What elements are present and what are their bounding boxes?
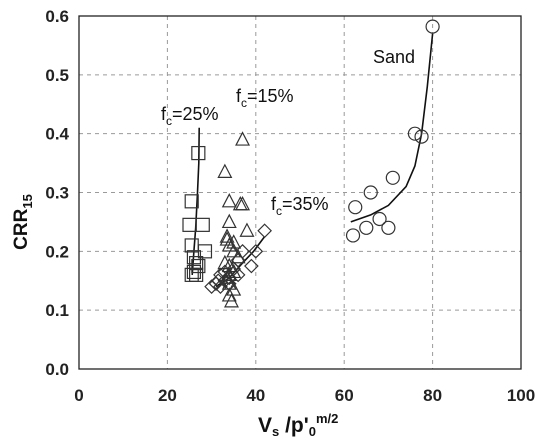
y-axis-label: CRR15 <box>11 194 35 250</box>
triangle-marker <box>221 193 237 208</box>
diamond-marker <box>230 267 246 283</box>
square-marker <box>184 194 199 209</box>
diamond-marker <box>217 273 233 289</box>
circle-marker <box>372 211 387 227</box>
triangle-marker <box>235 195 251 211</box>
circle-marker <box>414 129 429 144</box>
triangle-marker <box>219 228 235 243</box>
triangle-marker <box>221 213 237 229</box>
y-tick-label: 0.4 <box>45 125 69 144</box>
square-marker <box>184 267 199 282</box>
triangle-marker <box>217 163 233 179</box>
diamond-marker <box>217 264 233 280</box>
circle-marker <box>363 185 378 200</box>
diamond-marker <box>210 273 226 289</box>
y-tick-label: 0.0 <box>45 360 69 379</box>
y-tick-label: 0.5 <box>45 66 69 85</box>
triangle-marker <box>226 234 242 249</box>
x-tick-label: 80 <box>423 386 442 405</box>
triangle-marker <box>239 222 255 237</box>
label-sand: Sand <box>373 47 415 67</box>
fit-curves <box>191 33 434 288</box>
y-tick-label: 0.2 <box>45 242 69 261</box>
square-marker <box>197 244 213 259</box>
triangle-marker <box>221 237 237 252</box>
square-marker <box>182 217 197 232</box>
y-tick-label: 0.3 <box>45 184 69 203</box>
square-marker <box>186 264 202 280</box>
diamond-marker <box>213 267 228 283</box>
diamond-marker <box>244 258 259 274</box>
plot-area-frame <box>78 15 522 370</box>
circle-marker <box>348 200 363 215</box>
fit-curve <box>191 127 200 275</box>
x-tick-label: 40 <box>246 386 265 405</box>
diamond-marker <box>257 223 272 239</box>
x-axis-label: Vs /p'0m/2 <box>258 411 338 439</box>
square-marker <box>191 145 206 161</box>
triangle-marker <box>224 293 239 308</box>
triangle-marker <box>235 131 251 146</box>
diamond-marker <box>235 243 250 259</box>
square-marker <box>189 256 204 271</box>
triangle-marker <box>232 195 248 211</box>
triangle-marker <box>219 231 235 246</box>
label-fc-25: fc=25% <box>161 104 219 128</box>
fit-curve <box>350 33 434 223</box>
circle-marker <box>385 170 400 185</box>
square-marker <box>186 250 202 265</box>
x-tick-label: 20 <box>158 386 177 405</box>
y-tick-label: 0.1 <box>45 301 69 320</box>
square-marker <box>184 238 199 253</box>
gridlines <box>79 16 521 369</box>
x-tick-label: 0 <box>74 386 83 405</box>
x-tick-label: 60 <box>335 386 354 405</box>
diamond-marker <box>221 276 237 292</box>
label-fc-35: fc=35% <box>271 194 329 218</box>
circle-marker <box>359 220 374 235</box>
triangle-marker <box>221 287 237 302</box>
circle-marker <box>407 126 423 141</box>
circle-marker <box>381 220 396 235</box>
y-tick-label: 0.6 <box>45 7 69 26</box>
square-marker <box>195 217 210 232</box>
circle-marker <box>425 19 440 34</box>
x-tick-label: 100 <box>507 386 535 405</box>
data-markers <box>182 19 440 308</box>
circle-marker <box>345 228 361 243</box>
label-fc-15: fc=15% <box>236 86 294 110</box>
tick-labels: 0 20 40 60 80 100 0.0 0.1 0.2 0.3 0.4 0.5 0.6 <box>45 7 535 405</box>
diamond-marker <box>248 243 264 259</box>
